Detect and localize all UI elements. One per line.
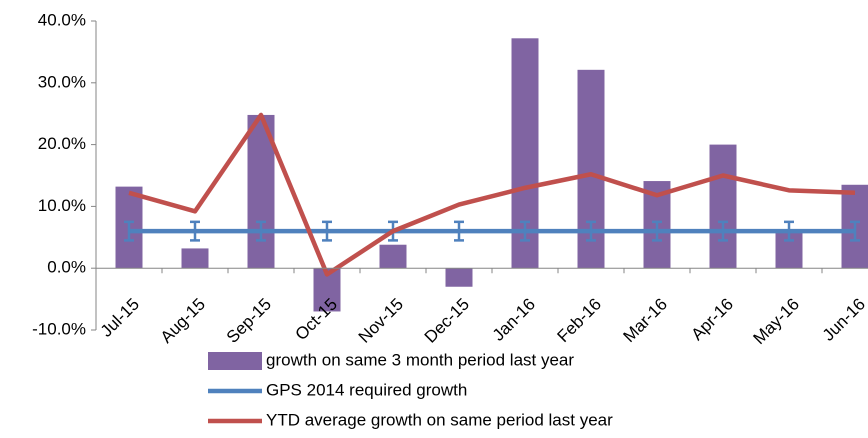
error-bar [454,220,464,242]
y-tick-label: 0.0% [47,258,86,277]
x-tick-label: Dec-15 [421,295,473,347]
y-tick-label: 20.0% [38,134,86,153]
y-tick-label: 40.0% [38,10,86,29]
legend-label: growth on same 3 month period last year [266,350,574,369]
x-tick-label: Jul-15 [97,295,143,341]
bar [445,268,473,287]
error-bar [586,220,596,242]
legend-label: YTD average growth on same period last y… [266,410,613,429]
legend-swatch [208,352,262,370]
bar [181,248,209,269]
y-tick-label: -10.0% [32,319,86,338]
plot [115,38,868,312]
bar [709,144,737,269]
error-bar [190,220,200,242]
x-tick-label: Jan-16 [489,295,539,345]
legend-label: GPS 2014 required growth [266,380,467,399]
error-bar [124,220,134,242]
y-tick-label: 30.0% [38,72,86,91]
x-tick-label: Mar-16 [619,295,671,347]
error-bar [256,220,266,242]
x-tick-label: Apr-16 [687,295,737,345]
error-bar [520,220,530,242]
line [128,112,856,277]
x-tick-label: Nov-15 [355,295,407,347]
error-bar [850,220,860,242]
bar [379,244,407,269]
error-bar [652,220,662,242]
x-tick-label: Jun-16 [819,295,868,345]
x-tick-label: Sep-15 [223,295,275,347]
y-tick-label: 10.0% [38,196,86,215]
x-tick-label: May-16 [749,295,803,349]
error-bar [322,220,332,242]
error-bar [784,220,794,242]
x-tick-label: Aug-15 [157,295,209,347]
x-tick-label: Feb-16 [553,295,605,347]
error-bar [718,220,728,242]
